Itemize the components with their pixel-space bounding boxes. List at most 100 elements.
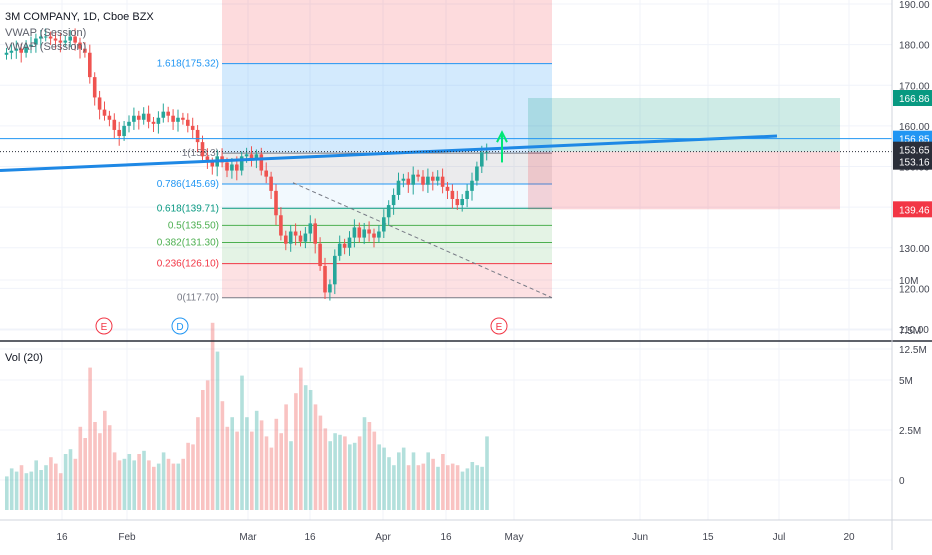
volume-bar [284,404,288,510]
candle-body [259,154,264,171]
volume-bar [333,433,337,510]
volume-bar [254,410,259,510]
volume-bar [450,463,455,510]
volume-bar [480,466,484,510]
candle-body [73,36,77,43]
volume-bar [455,465,460,510]
volume-bar [205,380,210,510]
candle-body [308,223,313,234]
candle-body [416,174,420,177]
price-badge-label: 139.46 [899,205,930,216]
dividend-event-icon [171,317,189,335]
volume-bar [387,457,391,510]
candle-body [274,190,278,216]
price-tick-label: 120.00 [899,284,930,295]
fib-retracement[interactable]: 1.618(175.32) 1(153.3) 0.786(145.69) 0.618(… [157,0,553,304]
candle-body [352,227,357,238]
candle-body [92,77,97,98]
volume-bar [406,465,411,510]
candle-body [254,154,259,159]
volume-bar [299,367,303,510]
time-tick-label: May [505,532,524,543]
indicator-vwap-2[interactable]: VWAP (Session) [5,41,86,53]
volume-tick-label: 0 [899,476,905,487]
candle-body [239,156,244,171]
trend-line [0,134,778,173]
candle-body [347,237,352,248]
volume-bar [475,465,479,510]
volume-bar [107,425,112,510]
grid [0,0,892,520]
candle-body [63,40,68,43]
volume-bar [294,393,298,510]
candle-body [279,215,283,236]
volume-bar [210,322,215,510]
candle-body [176,117,180,122]
candle-body [205,156,210,163]
time-tick-label: Mar [239,532,257,543]
volume-bar [176,463,181,510]
time-tick-label: Feb [118,532,136,543]
candle-body [166,111,170,116]
price-badge [893,90,932,107]
volume-bar [436,466,440,510]
volume-bar [225,426,230,510]
volume-bar [19,465,24,510]
time-tick-label: 15 [702,532,714,543]
candle-body [401,178,406,181]
arrow-up-icon [496,130,508,143]
volume-bar [401,447,406,510]
candle-body [333,255,337,285]
volume-bar [9,468,14,510]
candle-body [127,121,131,126]
candle-body [190,125,195,130]
volume-bar [323,428,328,510]
candle-body [186,119,190,126]
candle-body [391,194,396,206]
indicator-vwap-1[interactable]: VWAP (Session) [5,27,86,39]
volume-bar [343,436,347,510]
candle-body [24,46,28,53]
event-label: D [176,322,183,333]
candle-body [475,166,479,181]
candle-body [298,235,303,242]
candle-body [372,233,376,238]
volume-bar [367,422,372,510]
candle-body [244,154,249,157]
candle-body [323,266,327,293]
volume-bar [362,417,367,510]
candle-body [29,44,33,47]
candle-body [48,36,53,39]
volume-bar [421,463,426,510]
candle-body [156,117,161,124]
volume-bar [485,436,489,510]
long-position-tool[interactable] [528,98,840,210]
candle-body [112,119,117,130]
candle-body [249,154,254,159]
volume-indicator-label[interactable]: Vol (20) [5,352,43,364]
candle-body [431,176,435,181]
volume-bar [431,458,435,510]
volume-bar [313,404,318,510]
candle-body [39,36,43,39]
volume-bar [274,418,279,510]
fib-trend-dashed [292,182,553,299]
volume-bar [98,433,102,510]
volume-bar [49,457,53,510]
volume-bar [191,444,195,510]
candle-body [122,125,126,137]
event-label: E [496,322,503,333]
fib-level-label: 0.786(145.69) [157,179,219,190]
candle-body [264,170,268,177]
price-tick-label: 180.00 [899,41,930,52]
price-badge-label: 166.86 [899,94,930,105]
candle-body [230,164,234,171]
volume-tick-label: 12.5M [899,345,927,356]
candle-body [53,38,58,41]
candle-body [303,233,308,242]
volume-bar [426,452,430,510]
